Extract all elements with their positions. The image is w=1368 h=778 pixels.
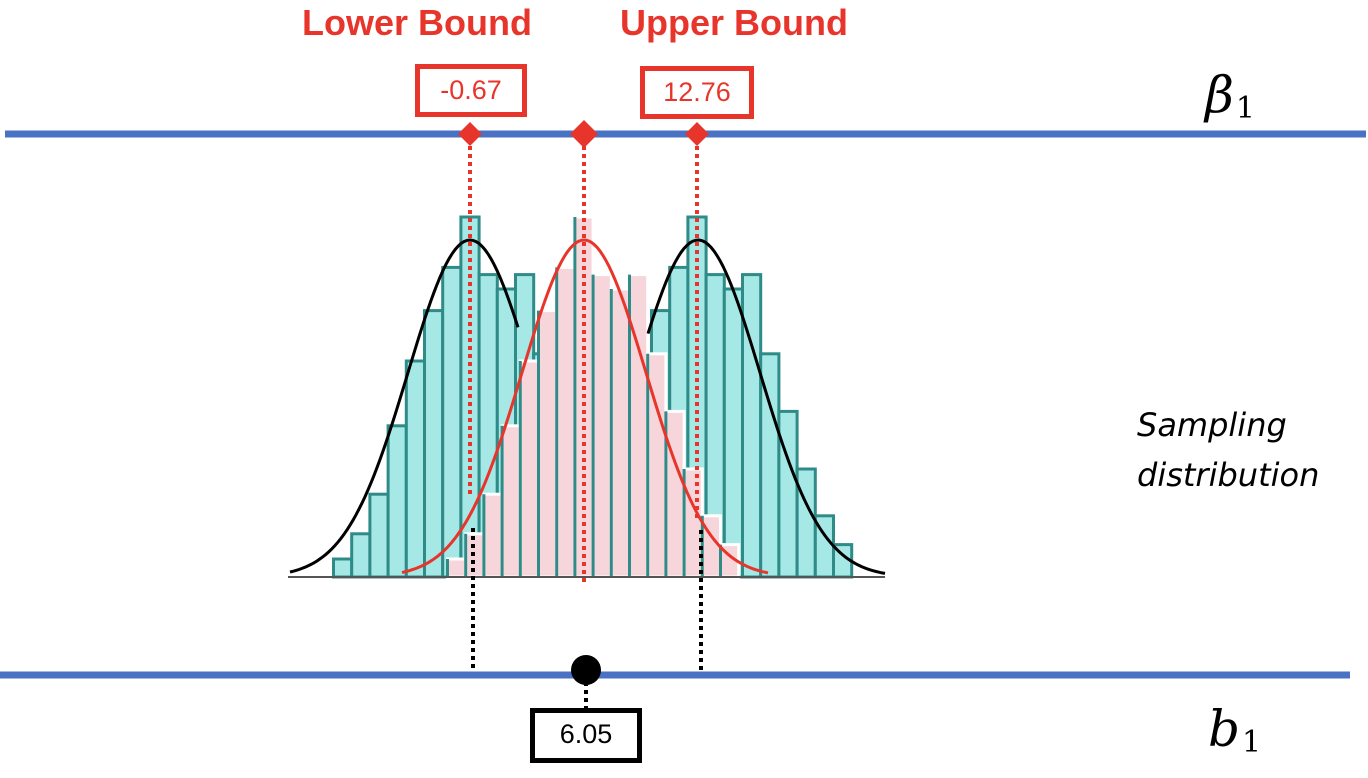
- center-histogram-bar: [664, 409, 686, 579]
- upper-histogram-bar: [722, 287, 744, 579]
- upper-bound-value-box: 12.76: [640, 66, 754, 119]
- center-normal-curve: [401, 238, 769, 575]
- lower-histogram-bar: [423, 309, 445, 579]
- upper-bound-marker: [685, 122, 709, 146]
- lower-bound-marker: [458, 122, 482, 146]
- upper-normal-curve: [646, 238, 886, 575]
- sampling-distribution-label: Sampling distribution: [1137, 400, 1319, 500]
- lower-normal-curve: [289, 238, 520, 574]
- center-histogram-bar: [591, 273, 613, 579]
- sample-estimate-value-box: 6.05: [530, 708, 642, 763]
- lower-histogram-bar: [404, 359, 426, 579]
- lower-histogram-bar: [350, 532, 372, 579]
- center-marker: [570, 120, 598, 148]
- sampling-distribution-label-line1: Sampling: [1137, 406, 1287, 444]
- center-histogram-bar: [555, 265, 577, 579]
- b-axis-label: b1: [1208, 700, 1262, 760]
- lower-histogram-bar: [441, 265, 463, 579]
- sampling-distribution-label-line2: distribution: [1137, 456, 1320, 494]
- lower-bound-value-box: -0.67: [415, 64, 527, 117]
- upper-histogram-bar: [795, 467, 817, 579]
- center-histogram-bar: [518, 359, 540, 579]
- center-histogram-bar: [682, 467, 704, 579]
- upper-histogram-bar: [777, 409, 799, 579]
- lower-histogram-bar: [386, 424, 408, 579]
- lower-histogram-bar: [368, 492, 390, 579]
- center-histogram-bar: [628, 273, 650, 579]
- lower-histogram-bar: [332, 557, 354, 579]
- upper-histogram-bar: [741, 273, 763, 579]
- sample-estimate-dot: [571, 655, 601, 685]
- center-histogram-bar: [537, 309, 559, 579]
- beta-axis-label: β1: [1205, 66, 1255, 126]
- center-histogram-bar: [446, 557, 468, 579]
- upper-bound-title: Upper Bound: [620, 2, 848, 43]
- lower-bound-title: Lower Bound: [302, 2, 532, 43]
- center-histogram-bar: [482, 492, 504, 579]
- center-histogram-bar: [609, 287, 631, 579]
- center-histogram-bar: [500, 424, 522, 579]
